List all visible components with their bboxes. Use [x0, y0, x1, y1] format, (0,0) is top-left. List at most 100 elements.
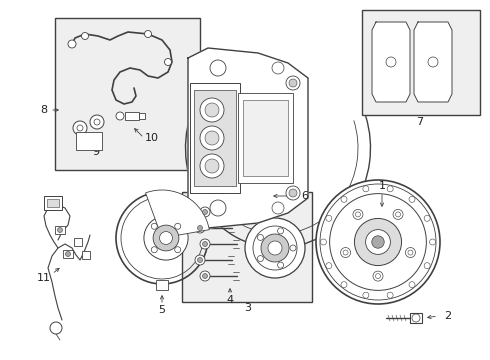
- Polygon shape: [188, 48, 308, 228]
- Circle shape: [116, 112, 124, 120]
- Circle shape: [289, 189, 297, 197]
- Circle shape: [205, 131, 219, 145]
- Circle shape: [200, 239, 210, 249]
- Bar: [44, 196, 62, 210]
- Circle shape: [245, 218, 305, 278]
- Text: 3: 3: [245, 303, 251, 313]
- Circle shape: [330, 194, 426, 291]
- Text: 6: 6: [301, 191, 309, 201]
- Bar: [238, 93, 293, 183]
- Bar: [156, 280, 168, 290]
- Circle shape: [326, 215, 332, 221]
- Polygon shape: [372, 22, 410, 102]
- Circle shape: [175, 247, 181, 253]
- Circle shape: [409, 282, 415, 288]
- Bar: [55, 226, 65, 234]
- Bar: [362, 10, 480, 115]
- Bar: [194, 90, 236, 186]
- Bar: [63, 250, 73, 258]
- Circle shape: [326, 263, 332, 269]
- Circle shape: [387, 292, 393, 298]
- Circle shape: [200, 154, 224, 178]
- Circle shape: [343, 250, 348, 255]
- Circle shape: [277, 262, 284, 268]
- Circle shape: [205, 103, 219, 117]
- Circle shape: [200, 126, 224, 150]
- Circle shape: [272, 202, 284, 214]
- Circle shape: [261, 234, 289, 262]
- Circle shape: [386, 57, 396, 67]
- Circle shape: [202, 242, 207, 247]
- Circle shape: [77, 125, 83, 131]
- Text: 1: 1: [378, 181, 386, 191]
- Circle shape: [320, 239, 326, 245]
- Text: 7: 7: [416, 117, 423, 127]
- Circle shape: [57, 228, 63, 233]
- Circle shape: [175, 223, 181, 229]
- Circle shape: [286, 186, 300, 200]
- Circle shape: [395, 212, 400, 217]
- Circle shape: [73, 121, 87, 135]
- Text: 2: 2: [444, 311, 452, 321]
- Bar: [74, 238, 82, 246]
- Wedge shape: [146, 190, 209, 238]
- Circle shape: [272, 62, 284, 74]
- Circle shape: [341, 282, 347, 288]
- Circle shape: [144, 216, 188, 260]
- Circle shape: [210, 200, 226, 216]
- Polygon shape: [414, 22, 452, 102]
- Circle shape: [202, 210, 207, 215]
- Circle shape: [160, 231, 172, 244]
- Bar: [47, 199, 59, 207]
- Circle shape: [50, 322, 62, 334]
- Circle shape: [257, 234, 264, 240]
- Circle shape: [210, 60, 226, 76]
- Circle shape: [424, 263, 430, 269]
- Circle shape: [195, 255, 205, 265]
- Circle shape: [94, 119, 100, 125]
- Circle shape: [66, 252, 71, 256]
- Circle shape: [200, 271, 210, 281]
- Circle shape: [341, 248, 350, 257]
- Bar: [55, 18, 200, 170]
- Circle shape: [153, 225, 179, 251]
- Circle shape: [200, 98, 224, 122]
- Circle shape: [375, 274, 381, 279]
- Circle shape: [353, 210, 363, 219]
- Circle shape: [289, 79, 297, 87]
- Circle shape: [387, 186, 393, 192]
- Circle shape: [151, 247, 157, 253]
- Circle shape: [428, 57, 438, 67]
- Circle shape: [341, 196, 347, 202]
- Circle shape: [151, 223, 157, 229]
- Text: 9: 9: [93, 147, 99, 157]
- Circle shape: [200, 207, 210, 217]
- Circle shape: [373, 271, 383, 281]
- Circle shape: [205, 159, 219, 173]
- Circle shape: [268, 241, 282, 255]
- Circle shape: [90, 115, 104, 129]
- Circle shape: [405, 248, 416, 257]
- Circle shape: [165, 58, 172, 66]
- Bar: [243, 100, 288, 176]
- Circle shape: [366, 230, 391, 255]
- Bar: [410, 313, 422, 323]
- Circle shape: [363, 292, 369, 298]
- Circle shape: [354, 219, 402, 266]
- Circle shape: [393, 210, 403, 219]
- Circle shape: [202, 274, 207, 279]
- Circle shape: [277, 228, 284, 234]
- Text: 8: 8: [41, 105, 48, 115]
- Circle shape: [372, 236, 384, 248]
- Circle shape: [363, 186, 369, 192]
- Circle shape: [424, 215, 430, 221]
- Circle shape: [316, 180, 440, 304]
- Circle shape: [355, 212, 361, 217]
- Bar: [125, 112, 139, 120]
- Circle shape: [430, 239, 436, 245]
- Circle shape: [81, 32, 89, 40]
- Text: 11: 11: [37, 273, 51, 283]
- Text: 5: 5: [158, 305, 166, 315]
- Bar: [76, 132, 102, 150]
- Circle shape: [409, 196, 415, 202]
